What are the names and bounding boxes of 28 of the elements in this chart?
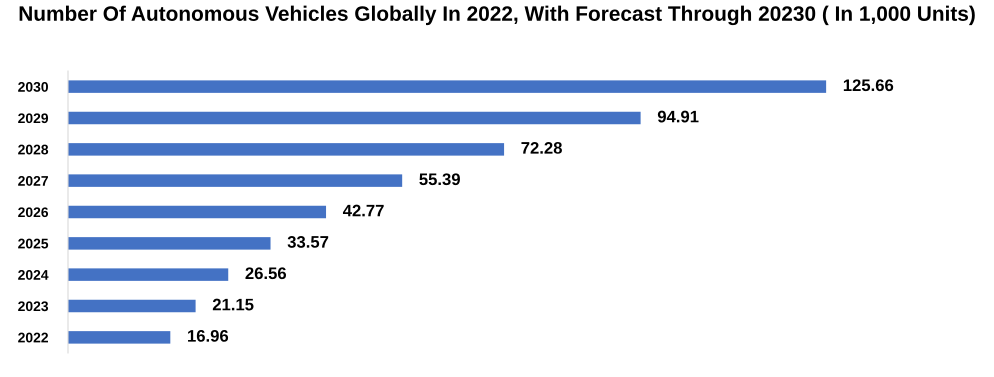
y-tick-label: 2029 [18, 113, 48, 124]
data-label: 125.66 [844, 79, 894, 92]
data-label: 72.28 [521, 142, 562, 154]
y-tick-label: 2026 [18, 207, 48, 218]
y-tick-label: 2030 [18, 82, 48, 92]
data-label: 42.77 [342, 204, 384, 216]
data-label: 26.56 [245, 267, 286, 280]
y-tick-label: 2024 [18, 270, 48, 280]
bar [68, 300, 196, 312]
bar [68, 268, 228, 281]
bar [68, 331, 170, 344]
y-tick-label: 2022 [18, 332, 48, 343]
data-label: 16.96 [188, 330, 228, 342]
data-label: 33.57 [288, 236, 328, 248]
data-label: 21.15 [212, 298, 254, 310]
bar [68, 143, 504, 156]
y-tick-label: 2023 [18, 301, 48, 312]
bar [68, 174, 402, 187]
data-label: 94.91 [658, 110, 699, 122]
bar [68, 112, 641, 124]
bar [68, 80, 826, 93]
bar [68, 206, 326, 218]
y-tick-label: 2027 [18, 176, 48, 186]
y-tick-label: 2028 [18, 144, 48, 155]
bar [68, 237, 271, 250]
y-tick-label: 2025 [18, 238, 48, 249]
data-label: 55.39 [419, 173, 460, 186]
chart-title: Number Of Autonomous Vehicles Globally In 2022, With Forecast Through 20230 ( In 1,000 Units) [20, 6, 975, 26]
